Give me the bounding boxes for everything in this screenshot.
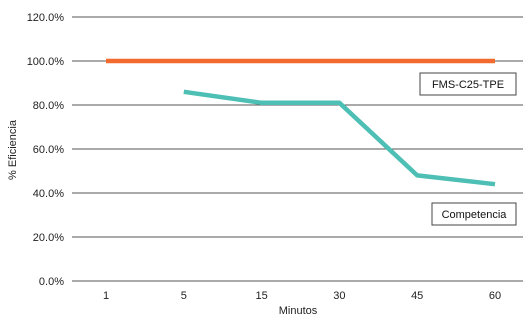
series-label-box <box>419 72 517 96</box>
series-label: Competencia <box>442 209 508 221</box>
series-line-1 <box>183 89 496 187</box>
y-tick-label: 80.0% <box>33 100 64 112</box>
y-tick-label: 100.0% <box>27 56 65 68</box>
series-label-box <box>431 202 517 226</box>
x-tick-labels: 1 5 15 30 45 60 <box>103 290 501 302</box>
series-label: FMS-C25-TPE <box>432 79 504 91</box>
series-labels: FMS-C25-TPE Competencia <box>419 72 517 226</box>
x-tick-label: 5 <box>181 290 187 302</box>
x-tick-label: 60 <box>489 290 501 302</box>
x-tick-label: 1 <box>103 290 109 302</box>
grid-lines <box>72 16 523 282</box>
series-lines <box>106 58 496 187</box>
y-tick-label: 60.0% <box>33 144 64 156</box>
x-tick-label: 45 <box>411 290 423 302</box>
x-axis-title: Minutos <box>279 305 318 317</box>
x-tick-label: 15 <box>255 290 267 302</box>
y-tick-label: 0.0% <box>39 276 64 288</box>
y-tick-label: 120.0% <box>27 12 65 24</box>
y-tick-label: 40.0% <box>33 188 64 200</box>
y-axis-title: % Eficiencia <box>7 119 19 180</box>
y-tick-labels: 0.0% 20.0% 40.0% 60.0% 80.0% 100.0% 120.0% <box>27 12 65 288</box>
y-tick-label: 20.0% <box>33 232 64 244</box>
x-tick-label: 30 <box>333 290 345 302</box>
